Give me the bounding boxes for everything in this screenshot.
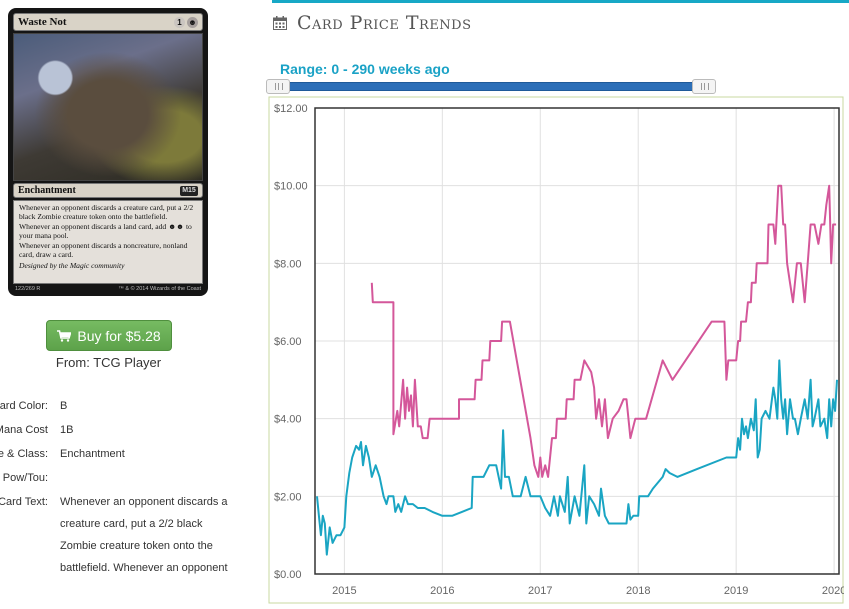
detail-label: Pow/Tou:	[2, 472, 48, 484]
x-tick-label: 2017	[528, 585, 552, 597]
x-tick-label: 2020	[822, 585, 844, 597]
price-trend-chart: $0.00 $2.00 $4.00 $6.00 $8.00 $10.00 $12.00 201…	[268, 96, 844, 604]
y-tick-label: $2.00	[274, 491, 302, 503]
section-title: Card Price Trends	[297, 12, 472, 34]
section-top-rule	[272, 0, 849, 3]
set-symbol-icon: M15	[180, 185, 198, 196]
card-rules-text: Whenever an opponent discards a creature…	[13, 200, 203, 284]
card-image: Waste Not 1 ☻ Enchantment M15 Whenever a…	[8, 8, 208, 296]
card-type-bar: Enchantment M15	[13, 183, 203, 198]
detail-row: Card Color: B	[0, 394, 270, 418]
y-tick-label: $12.00	[274, 103, 308, 115]
section-header: Card Price Trends	[273, 12, 472, 34]
detail-label: Card Color:	[0, 400, 48, 412]
card-name: Waste Not	[18, 16, 67, 28]
shopping-cart-icon	[57, 329, 72, 342]
card-type-line: Enchantment	[18, 185, 76, 196]
series-line-normal	[316, 359, 838, 556]
y-tick-label: $0.00	[274, 569, 302, 581]
card-copyright: ™ & © 2014 Wizards of the Coast	[118, 286, 201, 292]
range-label: Range: 0 - 290 weeks ago	[280, 61, 450, 77]
price-source: From: TCG Player	[55, 355, 162, 370]
card-footer: 122/269 R ™ & © 2014 Wizards of the Coas…	[13, 284, 203, 294]
calendar-icon	[273, 16, 287, 30]
mana-black-symbol: ☻	[187, 16, 198, 28]
detail-value: 1B	[60, 424, 74, 436]
x-tick-label: 2018	[626, 585, 650, 597]
x-tick-label: 2019	[724, 585, 748, 597]
card-rule: Whenever an opponent discards a land car…	[19, 222, 192, 240]
card-rule: Whenever an opponent discards a creature…	[19, 203, 194, 221]
card-rule: Whenever an opponent discards a noncreat…	[19, 241, 188, 259]
card-title-bar: Waste Not 1 ☻	[13, 13, 203, 31]
mana-cost: 1 ☻	[174, 16, 198, 28]
series-line-foil	[370, 184, 837, 478]
x-tick-label: 2016	[430, 585, 454, 597]
y-tick-label: $6.00	[274, 336, 302, 348]
plot-area-border	[314, 107, 840, 575]
detail-value: Whenever an opponent discards a creature…	[60, 496, 228, 574]
card-details: Card Color: B Mana Cost 1B Type & Class:…	[0, 394, 270, 574]
detail-row: Mana Cost 1B	[0, 418, 270, 442]
detail-label: Type & Class:	[0, 448, 48, 460]
card-flavor-text: Designed by the Magic community	[19, 260, 125, 270]
y-tick-label: $10.00	[274, 181, 308, 193]
detail-value: Enchantment	[60, 448, 125, 460]
card-art	[13, 33, 203, 181]
range-slider[interactable]	[266, 79, 716, 94]
detail-row: Card Text: Whenever an opponent discards…	[0, 490, 270, 574]
y-tick-label: $8.00	[274, 258, 302, 270]
y-tick-label: $4.00	[274, 414, 302, 426]
detail-row: Pow/Tou:	[0, 466, 270, 490]
range-slider-start-handle[interactable]	[266, 79, 290, 94]
chart-outer-frame	[268, 96, 844, 604]
range-slider-end-handle[interactable]	[692, 79, 716, 94]
card-collector-number: 122/269 R	[15, 286, 41, 292]
detail-label: Card Text:	[0, 496, 48, 508]
mana-generic-symbol: 1	[174, 16, 185, 28]
detail-value: B	[60, 400, 68, 412]
buy-button-label: Buy for $5.28	[77, 327, 161, 344]
detail-row: Type & Class: Enchantment	[0, 442, 270, 466]
detail-label: Mana Cost	[0, 424, 48, 436]
buy-button[interactable]: Buy for $5.28	[46, 320, 172, 351]
x-tick-label: 2015	[332, 585, 356, 597]
